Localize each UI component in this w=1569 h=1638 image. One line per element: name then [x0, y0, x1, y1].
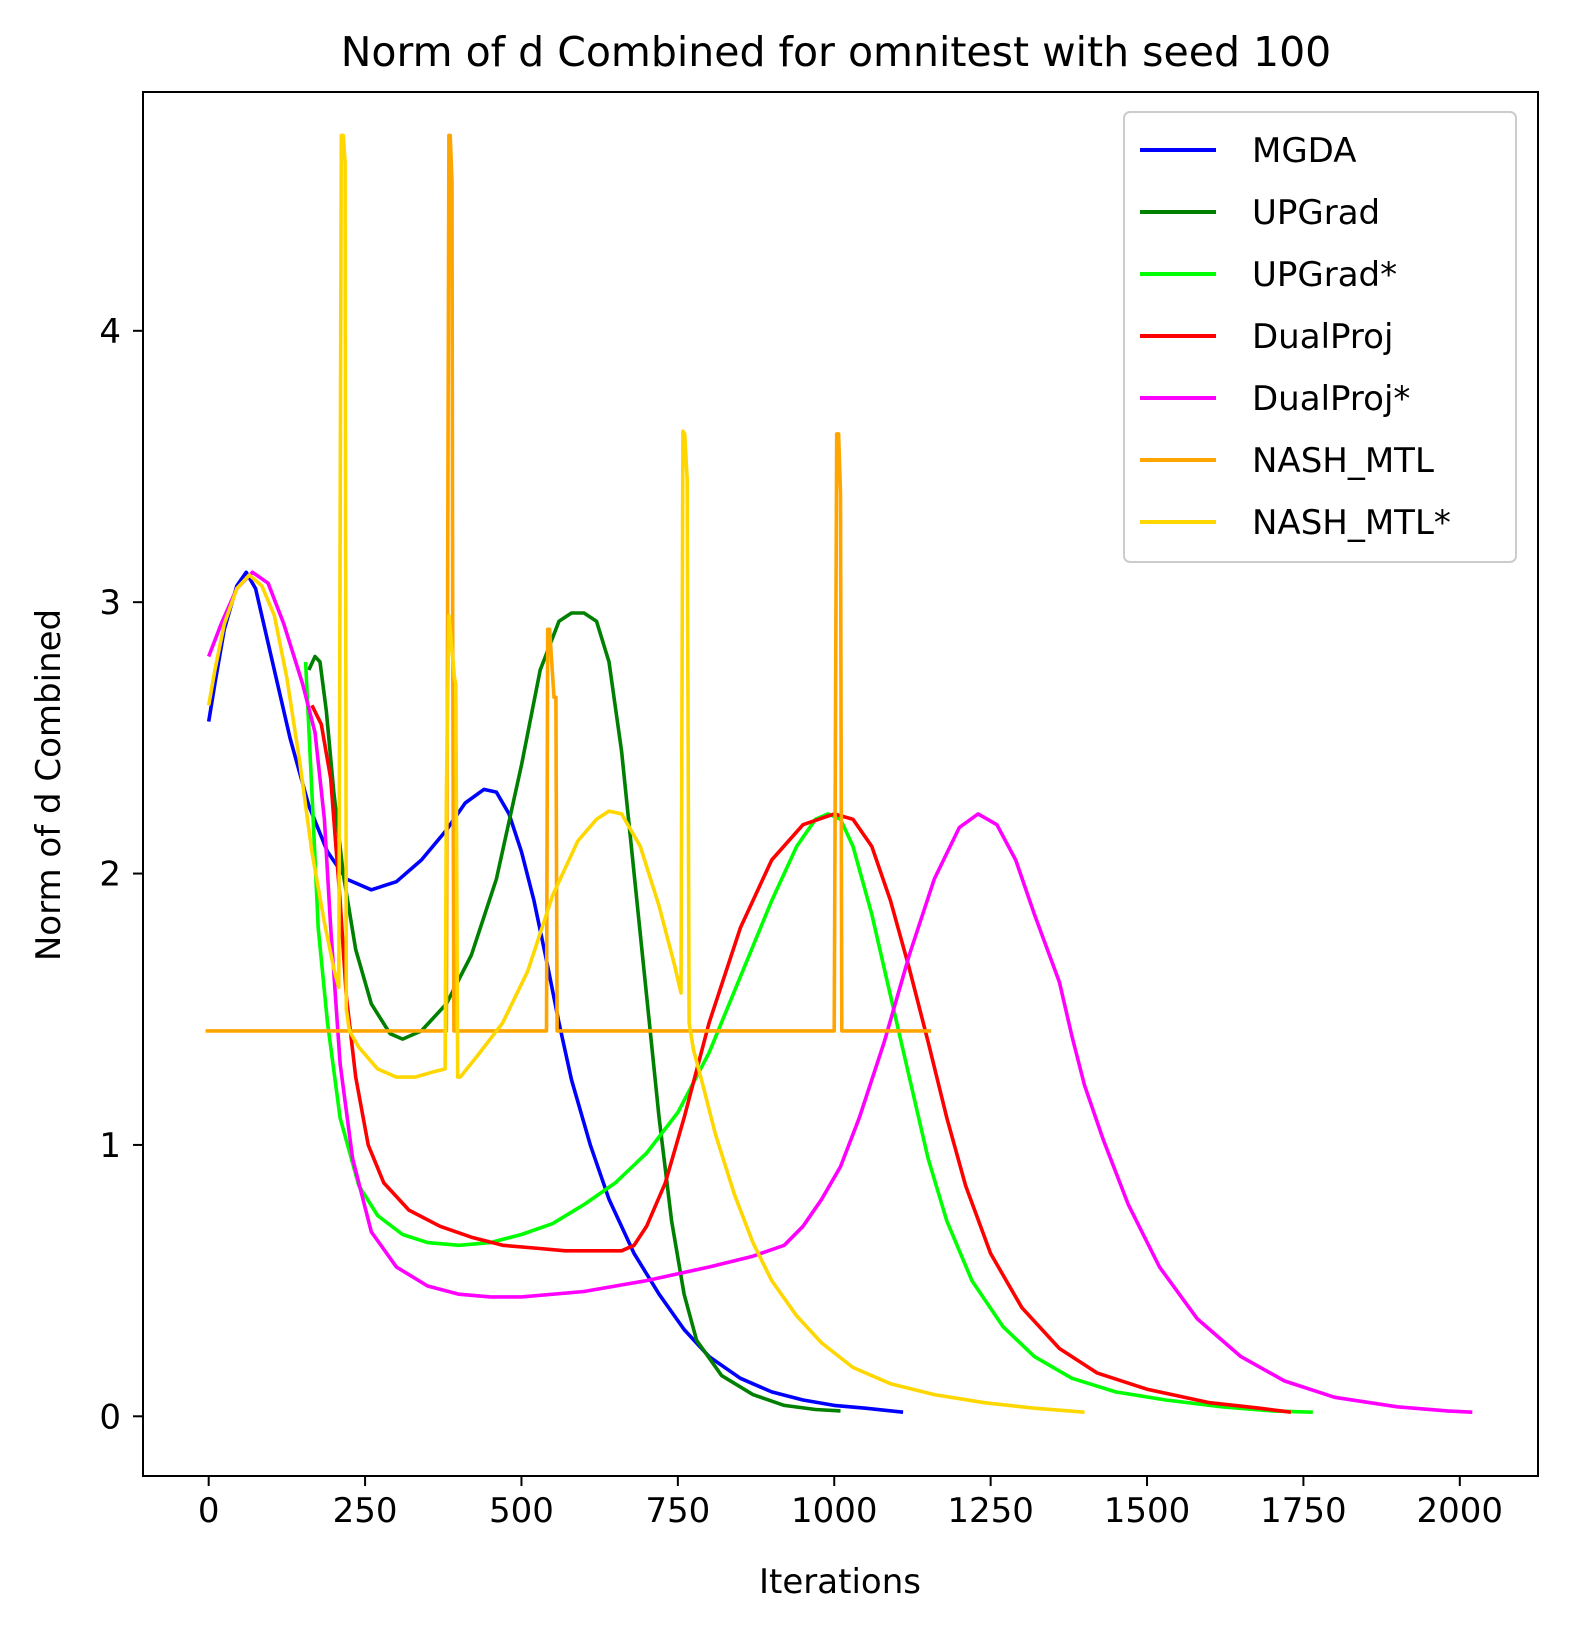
x-tick-label: 500 [489, 1491, 554, 1531]
y-tick-label: 4 [99, 312, 121, 352]
x-tick-label: 0 [198, 1491, 220, 1531]
legend-label: NASH_MTL* [1252, 503, 1451, 543]
x-tick-label: 1750 [1260, 1491, 1347, 1531]
legend-label: UPGrad* [1252, 255, 1397, 295]
x-tick-label: 1000 [791, 1491, 878, 1531]
legend-label: MGDA [1252, 131, 1357, 171]
series-line-dualproj [310, 704, 1292, 1414]
y-tick-label: 3 [99, 583, 121, 623]
plot-layer [205, 133, 1473, 1414]
series-line-mgda [206, 570, 904, 1414]
series-line-dualproj- [207, 570, 1473, 1414]
series-line-nash-mtl [205, 133, 932, 1033]
y-tick-label: 2 [99, 855, 121, 895]
x-axis-label: Iterations [759, 1562, 921, 1602]
legend-label: UPGrad [1252, 193, 1380, 233]
plot-area-frame [142, 91, 1539, 1477]
chart-title: Norm of d Combined for omnitest with see… [341, 28, 1332, 76]
y-axis-label: Norm of d Combined [29, 609, 69, 961]
y-tick-label: 1 [99, 1126, 121, 1166]
x-tick-label: 250 [333, 1491, 398, 1531]
legend-label: NASH_MTL [1252, 441, 1434, 481]
x-tick-label: 750 [645, 1491, 710, 1531]
series-line-upgrad- [303, 661, 1313, 1414]
x-tick-label: 1250 [947, 1491, 1034, 1531]
legend-label: DualProj [1252, 317, 1393, 357]
x-tick-label: 1500 [1104, 1491, 1191, 1531]
legend: MGDA UPGrad UPGrad* DualProj DualProj* NASH_M… [1123, 111, 1517, 563]
legend-label: DualProj* [1252, 379, 1410, 419]
x-axis: 0 250 500 750 1000 1250 1500 1750 2000 [198, 1476, 1503, 1531]
y-axis: 0 1 2 3 4 [99, 312, 143, 1437]
legend-box [1123, 111, 1517, 563]
y-tick-label: 0 [99, 1397, 121, 1437]
x-tick-label: 2000 [1417, 1491, 1504, 1531]
series-line-nash-mtl- [206, 133, 1085, 1414]
